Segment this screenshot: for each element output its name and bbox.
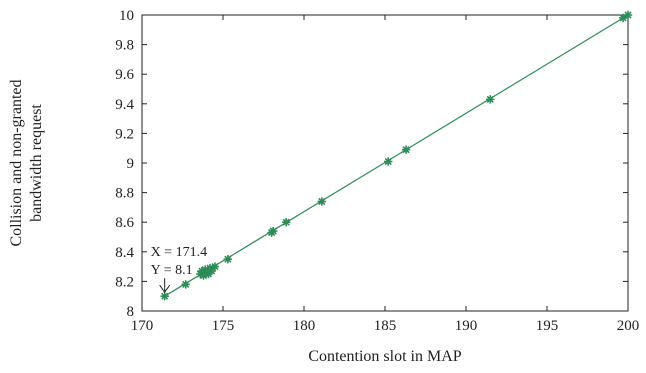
y-tick-label: 9 — [127, 156, 135, 172]
y-tick-label: 8.2 — [115, 274, 134, 290]
x-tick-label: 185 — [374, 318, 397, 334]
y-tick-label: 8 — [127, 304, 135, 320]
x-tick-label: 190 — [455, 318, 478, 334]
data-point — [207, 266, 216, 276]
data-point — [317, 197, 327, 206]
y-tick-label: 10 — [119, 8, 134, 24]
series-group — [160, 10, 633, 301]
x-axis-label: Contention slot in MAP — [308, 348, 461, 365]
data-point — [281, 218, 291, 227]
x-tick-label: 175 — [212, 318, 235, 334]
y-tick-label: 9.2 — [115, 126, 134, 142]
y-tick-label: 8.6 — [115, 215, 134, 231]
y-tick-label: 8.4 — [115, 245, 134, 261]
data-point — [160, 292, 169, 301]
x-tick-label: 195 — [536, 318, 559, 334]
annotation-arrow-head — [159, 284, 171, 294]
data-point — [223, 255, 233, 264]
data-point — [210, 262, 220, 271]
data-point — [384, 157, 393, 166]
annotation-y-text: Y = 8.1 — [151, 263, 193, 278]
y-axis-label-line-1: Collision and non-granted — [8, 79, 25, 246]
data-point — [181, 280, 190, 289]
series-line — [164, 14, 629, 297]
y-axis-ticks: 8 8.2 8.4 8.6 8.8 9 9.2 9.4 9.6 9.8 10 — [115, 8, 628, 320]
y-tick-label: 9.4 — [115, 97, 134, 113]
y-tick-label: 9.6 — [115, 67, 134, 83]
y-axis-label-line-2: bandwidth request — [28, 104, 45, 222]
data-point — [623, 10, 633, 20]
x-axis-ticks: 170 175 180 185 190 195 200 — [131, 15, 640, 334]
x-tick-label: 200 — [617, 318, 640, 334]
x-tick-label: 180 — [293, 318, 316, 334]
annotation-x-text: X = 171.4 — [151, 245, 208, 260]
y-tick-label: 8.8 — [115, 186, 134, 202]
data-point — [269, 226, 278, 236]
x-tick-label: 170 — [131, 318, 154, 334]
data-point — [401, 145, 411, 154]
annotation: X = 171.4 Y = 8.1 — [151, 245, 208, 294]
y-tick-label: 9.8 — [115, 38, 134, 54]
data-point — [486, 95, 495, 104]
